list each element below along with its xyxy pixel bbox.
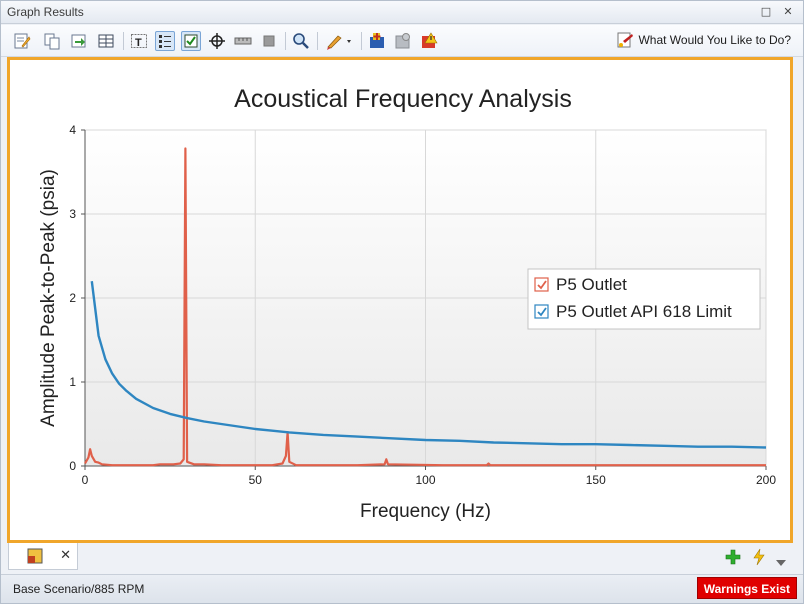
toolbar: T [1,25,803,57]
y-tick-label: 0 [69,459,76,473]
toolbar-separator [317,32,318,50]
window-title: Graph Results [7,5,84,19]
scenario-status: Base Scenario/885 RPM [13,582,145,596]
legend-checkbox[interactable] [534,277,549,292]
series-line-1 [84,147,766,467]
x-tick-label: 150 [586,473,606,487]
x-tick-label: 100 [415,473,435,487]
toolbar-separator [361,32,362,50]
legend-label: P5 Outlet API 618 Limit [556,302,732,321]
stop-icon[interactable] [259,31,279,51]
x-tick-label: 0 [82,473,89,487]
legend-box [527,268,761,330]
lightning-icon[interactable] [751,548,767,571]
checkbox-icon[interactable] [181,31,201,51]
help-label: What Would You Like to Do? [638,33,791,47]
warnings-badge[interactable]: Warnings Exist [696,577,797,599]
copy-icon[interactable] [42,31,62,51]
tab-close-icon[interactable]: ✕ [60,548,71,563]
graph-tab-icon [27,548,43,569]
svg-text:T: T [135,37,142,49]
x-tick-label: 200 [756,473,776,487]
tab-strip: ✕ [1,543,803,573]
graph-document-tab[interactable]: ✕ [8,543,78,570]
y-tick-label: 2 [69,291,76,305]
add-graph-icon[interactable] [367,31,387,51]
restore-button[interactable]: □ [760,5,772,18]
legend-check-icon [537,280,547,290]
chevron-down-icon[interactable] [776,553,786,571]
close-button[interactable]: ✕ [783,5,793,18]
export-icon[interactable] [69,31,89,51]
crosshair-icon[interactable] [207,31,227,51]
x-tick-label: 50 [249,473,263,487]
y-axis-label: Amplitude Peak-to-Peak (psia) [38,169,59,427]
legend-check-icon [537,307,547,317]
chart-title: Acoustical Frequency Analysis [234,85,572,113]
what-would-you-like-button[interactable]: What Would You Like to Do? [616,32,791,48]
series-line-2 [90,281,767,449]
y-tick-label: 3 [69,207,76,221]
toolbar-separator [123,32,124,50]
toolbar-separator [285,32,286,50]
status-bar: Base Scenario/885 RPM Warnings Exist [1,574,803,603]
gear-icon[interactable] [393,31,413,51]
frequency-chart[interactable]: 0 50 100 150 200 0 1 2 3 4 Acoustical Frequency An… [10,60,790,540]
table-icon[interactable] [96,31,116,51]
help-wizard-icon [616,31,634,52]
title-bar[interactable]: Graph Results □ ✕ [1,1,803,24]
legend-label: P5 Outlet [556,275,627,294]
x-axis-label: Frequency (Hz) [360,501,491,522]
warning-icon[interactable] [419,31,439,51]
legend-checkbox[interactable] [534,304,549,319]
y-tick-label: 1 [69,375,76,389]
graph-panel[interactable]: 0 50 100 150 200 0 1 2 3 4 Acoustical Frequency An… [7,57,793,543]
text-icon[interactable]: T [129,31,149,51]
pen-icon[interactable] [325,31,355,51]
y-tick-label: 4 [69,123,76,137]
ruler-icon[interactable] [233,31,253,51]
legend-icon[interactable] [155,31,175,51]
edit-icon[interactable] [12,31,32,51]
zoom-icon[interactable] [291,31,311,51]
add-tab-icon[interactable] [725,549,741,570]
